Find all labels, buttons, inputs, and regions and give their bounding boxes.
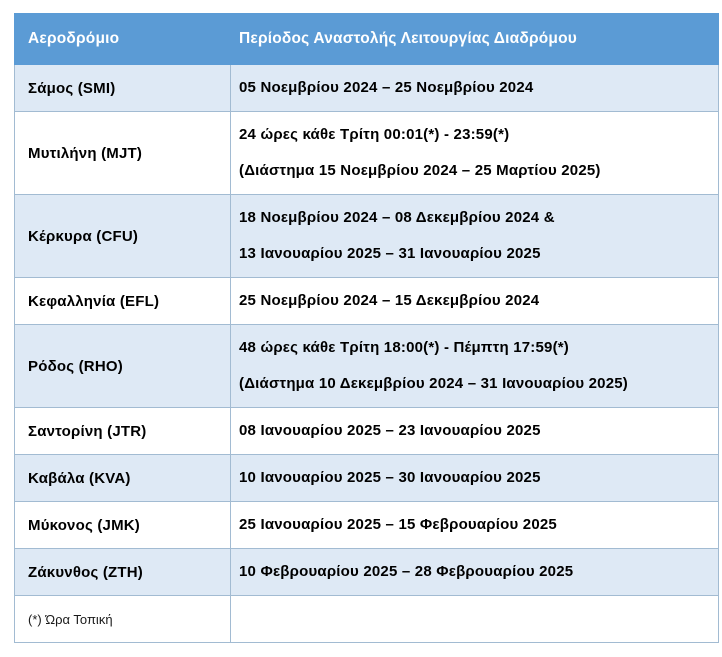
- airport-cell: Μυτιλήνη (MJT): [14, 111, 231, 195]
- runway-suspension-table: Αεροδρόμιο Περίοδος Αναστολής Λειτουργία…: [14, 13, 719, 643]
- airport-cell: Κεφαλληνία (EFL): [14, 277, 231, 325]
- footnote-cell: (*) Ώρα Τοπική: [14, 595, 231, 643]
- period-cell: 24 ώρες κάθε Τρίτη 00:01(*) - 23:59(*) (Δ…: [230, 111, 719, 195]
- period-line: 48 ώρες κάθε Τρίτη 18:00(*) - Πέμπτη 17:…: [239, 339, 570, 356]
- airport-cell: Ρόδος (RHO): [14, 324, 231, 408]
- table-row: Κέρκυρα (CFU) 18 Νοεμβρίου 2024 – 08 Δεκε…: [14, 194, 719, 278]
- period-cell: 18 Νοεμβρίου 2024 – 08 Δεκεμβρίου 2024 &…: [230, 194, 719, 278]
- period-line: (Διάστημα 15 Νοεμβρίου 2024 – 25 Μαρτίου…: [239, 162, 601, 179]
- period-line: (Διάστημα 10 Δεκεμβρίου 2024 – 31 Ιανουα…: [239, 375, 628, 392]
- airport-cell: Ζάκυνθος (ZTH): [14, 548, 231, 596]
- period-line: 13 Ιανουαρίου 2025 – 31 Ιανουαρίου 2025: [239, 245, 541, 262]
- airport-cell: Κέρκυρα (CFU): [14, 194, 231, 278]
- airport-cell: Καβάλα (KVA): [14, 454, 231, 502]
- table-row: Ρόδος (RHO) 48 ώρες κάθε Τρίτη 18:00(*) -…: [14, 324, 719, 408]
- footnote-row: (*) Ώρα Τοπική: [14, 595, 719, 643]
- period-line: 10 Φεβρουαρίου 2025 – 28 Φεβρουαρίου 202…: [239, 563, 574, 580]
- table-row: Καβάλα (KVA) 10 Ιανουαρίου 2025 – 30 Ιανο…: [14, 454, 719, 502]
- column-header-period: Περίοδος Αναστολής Λειτουργίας Διαδρόμου: [230, 13, 719, 65]
- table-row: Μυτιλήνη (MJT) 24 ώρες κάθε Τρίτη 00:01(*…: [14, 111, 719, 195]
- period-line: 08 Ιανουαρίου 2025 – 23 Ιανουαρίου 2025: [239, 422, 541, 439]
- table-row: Κεφαλληνία (EFL) 25 Νοεμβρίου 2024 – 15 Δ…: [14, 277, 719, 325]
- period-cell: 10 Φεβρουαρίου 2025 – 28 Φεβρουαρίου 202…: [230, 548, 719, 596]
- period-line: 05 Νοεμβρίου 2024 – 25 Νοεμβρίου 2024: [239, 79, 534, 96]
- period-line: 18 Νοεμβρίου 2024 – 08 Δεκεμβρίου 2024 &: [239, 209, 555, 226]
- column-header-airport: Αεροδρόμιο: [14, 13, 231, 65]
- period-cell: 25 Ιανουαρίου 2025 – 15 Φεβρουαρίου 2025: [230, 501, 719, 549]
- header-row: Αεροδρόμιο Περίοδος Αναστολής Λειτουργία…: [14, 13, 719, 65]
- table-header: Αεροδρόμιο Περίοδος Αναστολής Λειτουργία…: [14, 13, 719, 65]
- period-line: 25 Ιανουαρίου 2025 – 15 Φεβρουαρίου 2025: [239, 516, 557, 533]
- period-cell: 25 Νοεμβρίου 2024 – 15 Δεκεμβρίου 2024: [230, 277, 719, 325]
- table-footer: (*) Ώρα Τοπική: [14, 595, 719, 643]
- period-line: 10 Ιανουαρίου 2025 – 30 Ιανουαρίου 2025: [239, 469, 541, 486]
- period-cell: 08 Ιανουαρίου 2025 – 23 Ιανουαρίου 2025: [230, 407, 719, 455]
- period-cell: 48 ώρες κάθε Τρίτη 18:00(*) - Πέμπτη 17:…: [230, 324, 719, 408]
- runway-suspension-table-container: Αεροδρόμιο Περίοδος Αναστολής Λειτουργία…: [14, 13, 719, 643]
- table-row: Σάμος (SMI) 05 Νοεμβρίου 2024 – 25 Νοεμβρ…: [14, 64, 719, 112]
- footnote-empty-cell: [230, 595, 719, 643]
- table-body: Σάμος (SMI) 05 Νοεμβρίου 2024 – 25 Νοεμβρ…: [14, 64, 719, 596]
- airport-cell: Σάμος (SMI): [14, 64, 231, 112]
- table-row: Σαντορίνη (JTR) 08 Ιανουαρίου 2025 – 23 Ι…: [14, 407, 719, 455]
- period-line: 24 ώρες κάθε Τρίτη 00:01(*) - 23:59(*): [239, 126, 510, 143]
- period-line: 25 Νοεμβρίου 2024 – 15 Δεκεμβρίου 2024: [239, 292, 540, 309]
- airport-cell: Μύκονος (JMK): [14, 501, 231, 549]
- period-cell: 05 Νοεμβρίου 2024 – 25 Νοεμβρίου 2024: [230, 64, 719, 112]
- table-row: Ζάκυνθος (ZTH) 10 Φεβρουαρίου 2025 – 28 Φ…: [14, 548, 719, 596]
- table-row: Μύκονος (JMK) 25 Ιανουαρίου 2025 – 15 Φεβ…: [14, 501, 719, 549]
- airport-cell: Σαντορίνη (JTR): [14, 407, 231, 455]
- period-cell: 10 Ιανουαρίου 2025 – 30 Ιανουαρίου 2025: [230, 454, 719, 502]
